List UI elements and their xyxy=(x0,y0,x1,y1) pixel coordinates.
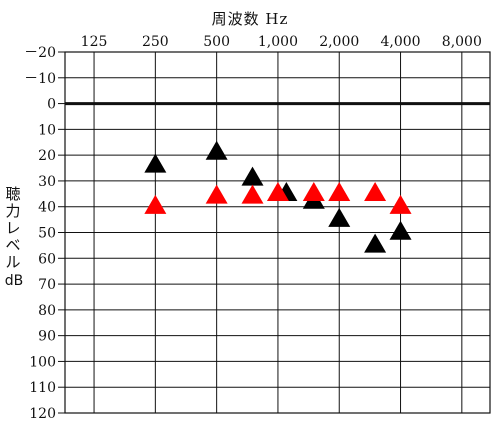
y-tick-label: 90 xyxy=(38,329,56,345)
x-tick-label: 250 xyxy=(142,34,169,50)
red-triangle-point xyxy=(389,194,412,214)
red-triangle-point xyxy=(241,184,264,204)
y-tick-label: 70 xyxy=(38,277,56,293)
plot-frame xyxy=(64,51,491,414)
y-tick-label: 80 xyxy=(38,303,56,319)
red-triangle-point xyxy=(302,182,325,202)
red-triangle-point xyxy=(144,194,167,214)
data-points xyxy=(144,140,412,253)
y-tick-label: －20 xyxy=(24,45,56,61)
y-tick-label: 30 xyxy=(38,174,56,190)
x-tick-label: 1,000 xyxy=(258,34,298,50)
red-triangle-point xyxy=(205,184,228,204)
black-triangle-point xyxy=(144,153,167,173)
x-tick-label: 125 xyxy=(81,34,108,50)
y-axis-unit: dB xyxy=(4,273,24,289)
x-tick-labels: 125 250 500 1,000 2,000 4,000 8,000 xyxy=(81,34,482,50)
x-tick-label: 4,000 xyxy=(380,34,420,50)
y-tick-label: －10 xyxy=(24,71,56,87)
y-tick-label: 40 xyxy=(38,200,56,216)
x-tick-label: 2,000 xyxy=(319,34,359,50)
x-tick-label: 500 xyxy=(203,34,230,50)
black-triangle-point xyxy=(328,207,351,227)
x-axis-title: 周波数 Hz xyxy=(211,10,289,28)
y-tick-label: 0 xyxy=(47,97,56,113)
y-tick-label: 10 xyxy=(38,122,56,138)
red-triangle-point xyxy=(266,182,289,202)
grid xyxy=(58,51,491,414)
x-tick-label: 8,000 xyxy=(442,34,482,50)
black-triangle-point xyxy=(205,140,228,160)
red-triangle-point xyxy=(328,182,351,202)
red-triangle-point xyxy=(364,182,387,202)
black-triangle-point xyxy=(389,220,412,240)
y-axis-title: 聴力レベル dB xyxy=(4,185,24,290)
black-triangle-point xyxy=(241,166,264,186)
black-triangle-point xyxy=(364,233,387,253)
y-tick-label: 120 xyxy=(29,406,56,422)
y-tick-label: 20 xyxy=(38,148,56,164)
y-tick-label: 110 xyxy=(29,380,56,396)
y-tick-label: 60 xyxy=(38,251,56,267)
y-axis-title-text: 聴力レベル xyxy=(5,185,21,271)
y-tick-label: 100 xyxy=(29,354,56,370)
y-tick-labels: －20 －10 0 10 20 30 40 50 60 70 80 90 100 110 120 xyxy=(24,45,56,422)
y-tick-label: 50 xyxy=(38,226,56,242)
